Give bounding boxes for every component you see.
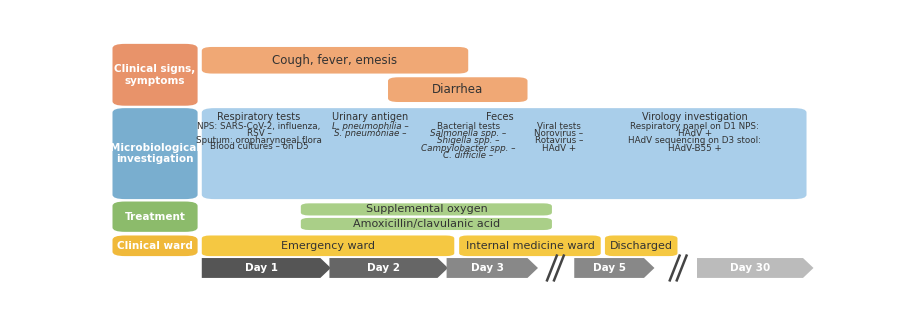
Text: C. difficile –: C. difficile – <box>443 151 493 160</box>
Text: S. pneumoniae –: S. pneumoniae – <box>334 129 407 138</box>
Text: L. pneumophilia –: L. pneumophilia – <box>332 122 409 131</box>
Text: Shigella spp. –: Shigella spp. – <box>437 136 500 146</box>
Text: RSV –: RSV – <box>247 129 272 138</box>
Text: Rotavirus –: Rotavirus – <box>535 136 583 146</box>
Text: Day 1: Day 1 <box>245 263 277 273</box>
Text: HAdV-B55 +: HAdV-B55 + <box>668 144 722 153</box>
Text: Day 5: Day 5 <box>592 263 626 273</box>
Text: HAdV +: HAdV + <box>542 144 576 153</box>
FancyBboxPatch shape <box>388 77 527 102</box>
Text: Day 30: Day 30 <box>730 263 770 273</box>
Text: Bacterial tests: Bacterial tests <box>436 122 500 131</box>
FancyBboxPatch shape <box>112 202 198 232</box>
Text: Campylobacter spp. –: Campylobacter spp. – <box>421 144 516 153</box>
Text: Sputum: oropharyngeal flora: Sputum: oropharyngeal flora <box>196 136 322 146</box>
Text: Blood cultures – on D5: Blood cultures – on D5 <box>210 142 309 152</box>
Text: Clinical signs,
symptoms: Clinical signs, symptoms <box>114 64 195 86</box>
Text: Internal medicine ward: Internal medicine ward <box>465 241 594 251</box>
FancyBboxPatch shape <box>605 236 678 256</box>
Text: Respiratory tests: Respiratory tests <box>218 112 301 122</box>
Text: Treatment: Treatment <box>124 212 185 222</box>
FancyBboxPatch shape <box>301 218 552 230</box>
Text: Emergency ward: Emergency ward <box>281 241 375 251</box>
Text: Discharged: Discharged <box>609 241 672 251</box>
Text: Virology investigation: Virology investigation <box>642 112 748 122</box>
FancyBboxPatch shape <box>301 203 552 215</box>
Text: Salmonella spp. –: Salmonella spp. – <box>430 129 507 138</box>
Text: Clinical ward: Clinical ward <box>117 241 193 251</box>
Text: Supplemental oxygen: Supplemental oxygen <box>365 204 487 215</box>
Polygon shape <box>697 258 814 278</box>
FancyBboxPatch shape <box>202 47 468 73</box>
Text: Respiratory panel on D1 NPS:: Respiratory panel on D1 NPS: <box>631 122 760 131</box>
Text: Diarrhea: Diarrhea <box>432 83 483 96</box>
FancyBboxPatch shape <box>112 236 198 256</box>
Text: Norovirus –: Norovirus – <box>535 129 583 138</box>
Text: Feces: Feces <box>486 112 513 122</box>
Text: Urinary antigen: Urinary antigen <box>332 112 409 122</box>
FancyBboxPatch shape <box>459 236 601 256</box>
Text: NPS: SARS-CoV-2, influenza,: NPS: SARS-CoV-2, influenza, <box>197 122 320 131</box>
Text: Day 3: Day 3 <box>471 263 504 273</box>
Text: HAdV sequencing on D3 stool:: HAdV sequencing on D3 stool: <box>628 136 761 146</box>
Text: Cough, fever, emesis: Cough, fever, emesis <box>273 54 398 67</box>
FancyBboxPatch shape <box>202 236 454 256</box>
Polygon shape <box>574 258 654 278</box>
Text: Amoxicillin/clavulanic acid: Amoxicillin/clavulanic acid <box>353 219 500 229</box>
Text: HAdV +: HAdV + <box>678 129 712 138</box>
FancyBboxPatch shape <box>112 108 198 199</box>
FancyBboxPatch shape <box>202 108 806 199</box>
FancyBboxPatch shape <box>112 44 198 106</box>
Polygon shape <box>446 258 538 278</box>
Text: Microbiological
investigation: Microbiological investigation <box>110 143 200 164</box>
Text: Day 2: Day 2 <box>367 263 400 273</box>
Polygon shape <box>202 258 331 278</box>
Polygon shape <box>329 258 448 278</box>
Text: Viral tests: Viral tests <box>537 122 580 131</box>
